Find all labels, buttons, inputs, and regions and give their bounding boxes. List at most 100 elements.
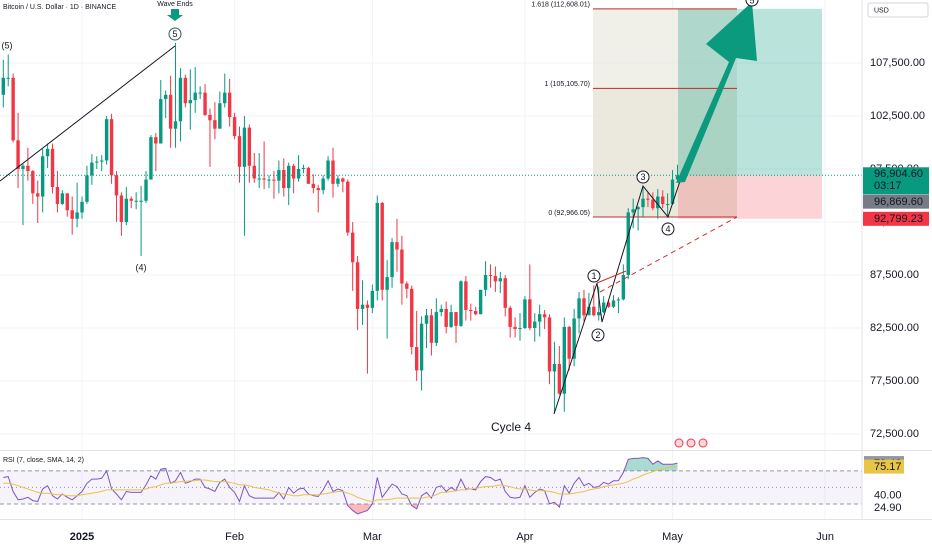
candle-body [1,77,5,95]
candle-body [336,178,340,184]
wave-label: 5 [749,0,754,5]
wave-circle [168,27,182,41]
candle-body [601,302,606,313]
candle-body [45,148,50,157]
y-tick-label: 77,500.00 [870,375,919,387]
x-tick-label: Jun [816,531,834,543]
candle-body [508,307,512,327]
candle-body [572,318,576,359]
candle-body [31,171,35,194]
wave-line [553,177,682,415]
wave-label: 4 [665,224,670,234]
candle-body [183,77,188,104]
candle-body [178,77,183,122]
candle-body [616,299,621,301]
candle-body [341,178,345,182]
candle-body [282,170,286,189]
candle-body [306,167,311,184]
position-stop [678,175,822,219]
candle-body [661,196,665,204]
candle-body [395,242,399,250]
candle-body [159,99,163,144]
event-icon[interactable] [686,438,696,448]
event-icon[interactable] [698,438,708,448]
countdown-label: 03:17 [874,180,902,192]
candle-body [223,92,227,104]
cycle-label: Cycle 4 [491,420,531,434]
wave-ends-arrow [167,9,183,21]
candle-body [488,274,493,277]
candle-body [483,274,488,290]
candle-body [144,179,148,201]
support-line [599,216,738,293]
candle-body [213,120,217,129]
candle-body [577,298,581,319]
candle-body [518,327,522,330]
wave-label: (5) [2,40,13,50]
candle-body [203,92,207,115]
candle-body [232,117,237,137]
x-tick-label: 2025 [70,531,94,543]
candle-body [587,306,591,316]
candle-body [129,198,133,201]
candle-body [493,276,498,282]
symbol-title: Bitcoin / U.S. Dollar · 1D · BINANCE [3,4,117,11]
last-price-label: 96,904.60 [874,168,923,180]
candle-body [346,181,350,233]
candle-body [193,92,197,101]
candle-body [592,306,596,316]
candle-body [414,347,419,371]
candle-body [331,160,335,184]
candle-body [385,277,389,290]
projection-arrow [676,2,757,183]
candle-body [291,165,296,179]
trend-line [0,45,176,182]
candle-body [390,242,394,278]
candle-body [552,364,557,372]
currency-button[interactable] [867,2,929,18]
candle-body [646,198,650,200]
candle-body [168,94,173,129]
candle-body [533,321,537,328]
wave-label: 1 [591,271,596,281]
rsi-band [0,470,862,504]
candle-body [163,94,168,100]
rsi-sma-line [3,466,678,503]
stop-badge-label: 92,799.23 [874,213,923,225]
candle-body [262,178,266,180]
fib-label: 1 (105,105.70) [544,81,590,88]
candle-body [665,203,670,205]
candle-body [277,170,281,181]
y-tick-label: 82,500.00 [870,322,919,334]
candle-body [198,92,202,94]
candle-body [400,249,404,284]
y-tick-label: 102,500.00 [870,110,925,122]
candle-body [100,160,104,162]
candle-body [557,364,562,394]
wave-label: 3 [640,172,645,182]
candle-body [301,167,306,169]
wave-circle [587,269,601,283]
candle-body [380,202,384,290]
candle-body [16,140,20,169]
candle-body [227,92,232,118]
candle-body [173,121,178,129]
candle-body [296,168,301,179]
candle-body [656,196,660,209]
candle-body [218,103,222,129]
event-icon[interactable] [674,438,684,448]
candle-body [464,281,468,310]
wave-circle [661,222,675,236]
x-tick-label: Feb [225,531,244,543]
candle-body [55,186,60,204]
candle-body [582,298,586,316]
candle-body [424,315,429,324]
candle-body [360,304,365,309]
currency-label: USD [874,7,889,14]
candle-body [375,202,379,291]
rsi-value-badge [864,459,904,474]
candle-body [124,198,129,222]
price-badge [863,194,929,209]
candle-body [272,179,276,181]
candle-body [405,283,409,289]
